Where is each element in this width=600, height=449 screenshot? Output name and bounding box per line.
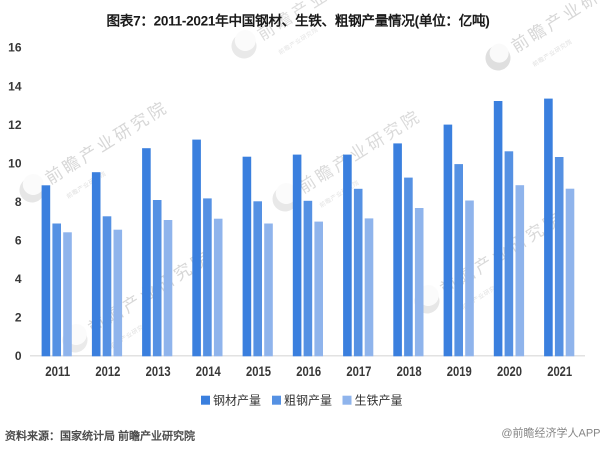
svg-text:14: 14 [8, 79, 22, 93]
svg-text:0: 0 [15, 349, 22, 363]
svg-text:16: 16 [8, 41, 22, 55]
svg-text:10: 10 [8, 156, 22, 170]
svg-text:2015: 2015 [246, 363, 271, 379]
svg-text:2021: 2021 [547, 363, 572, 379]
svg-text:2011: 2011 [45, 363, 70, 379]
svg-text:2019: 2019 [447, 363, 472, 379]
svg-text:8: 8 [15, 195, 22, 209]
svg-text:2020: 2020 [497, 363, 522, 379]
svg-text:钢材产量: 钢材产量 [213, 393, 261, 407]
svg-text:生铁产量: 生铁产量 [355, 393, 403, 407]
svg-text:2018: 2018 [397, 363, 422, 379]
svg-text:4: 4 [15, 272, 22, 286]
svg-text:6: 6 [15, 233, 22, 247]
svg-text:2: 2 [15, 311, 22, 325]
svg-text:2016: 2016 [296, 363, 321, 379]
svg-text:2014: 2014 [196, 363, 221, 379]
svg-text:2012: 2012 [95, 363, 120, 379]
svg-text:12: 12 [8, 118, 22, 132]
svg-text:粗钢产量: 粗钢产量 [284, 393, 332, 407]
svg-text:2013: 2013 [146, 363, 171, 379]
svg-text:2017: 2017 [346, 363, 371, 379]
svg-text:资料来源：国家统计局 前瞻产业研究院: 资料来源：国家统计局 前瞻产业研究院 [5, 429, 195, 443]
svg-text:图表7：2011-2021年中国钢材、生铁、粗钢产量情况(单: 图表7：2011-2021年中国钢材、生铁、粗钢产量情况(单位：亿吨) [106, 13, 489, 29]
svg-text:@前瞻经济学人APP: @前瞻经济学人APP [501, 426, 600, 440]
